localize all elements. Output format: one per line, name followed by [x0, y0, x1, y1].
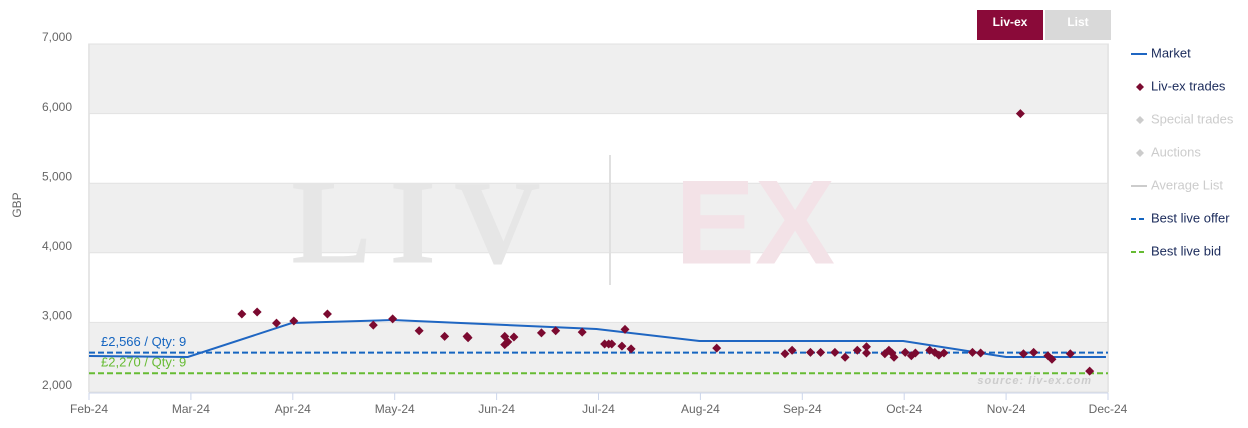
source-note: source: liv-ex.com	[977, 375, 1092, 387]
trade-point	[830, 347, 840, 357]
trade-point	[787, 345, 797, 355]
trade-point	[805, 347, 815, 357]
y-tick-label: 2,000	[42, 378, 72, 392]
x-tick-label: Sep-24	[783, 402, 822, 416]
trade-point	[322, 309, 332, 319]
grid-band	[90, 44, 1107, 114]
legend-item[interactable]: Best live offer	[1131, 210, 1230, 225]
x-tick-label: Nov-24	[987, 402, 1026, 416]
legend-item[interactable]: Best live bid	[1131, 243, 1221, 258]
legend-label: Liv-ex trades	[1151, 78, 1226, 93]
trade-point	[967, 347, 977, 357]
trade-point	[889, 352, 899, 362]
trade-point	[388, 314, 398, 324]
legend-item[interactable]: Auctions	[1136, 144, 1201, 159]
trade-point	[289, 316, 299, 326]
x-tick-label: Apr-24	[275, 402, 311, 416]
trade-point	[368, 320, 378, 330]
x-tick-label: Oct-24	[886, 402, 922, 416]
trade-point	[861, 348, 871, 358]
x-tick-label: Feb-24	[70, 402, 108, 416]
y-axis-label: GBP	[10, 192, 24, 217]
trade-point	[620, 324, 630, 334]
trade-point	[440, 331, 450, 341]
trade-point	[861, 342, 871, 352]
trade-point	[626, 344, 636, 354]
trade-point	[509, 332, 519, 342]
y-tick-label: 6,000	[42, 100, 72, 114]
y-tick-label: 5,000	[42, 169, 72, 183]
legend-item[interactable]: Liv-ex trades	[1136, 78, 1226, 93]
watermark-text: EX	[675, 156, 835, 290]
trade-point	[577, 327, 587, 337]
legend-item[interactable]: Market	[1131, 45, 1191, 60]
y-tick-label: 7,000	[42, 30, 72, 44]
trade-point	[607, 339, 617, 349]
legend-symbol	[1136, 83, 1144, 91]
x-tick-label: Dec-24	[1089, 402, 1128, 416]
button-label: Liv-ex	[993, 15, 1028, 29]
legend-symbol	[1136, 116, 1144, 124]
x-tick-label: Mar-24	[172, 402, 210, 416]
legend-label: Average List	[1151, 177, 1223, 192]
trade-point	[536, 328, 546, 338]
reference-label: £2,566 / Qty: 9	[101, 334, 186, 349]
trade-point	[910, 348, 920, 358]
legend-label: Best live bid	[1151, 243, 1221, 258]
trade-point	[551, 326, 561, 336]
trade-point	[816, 347, 826, 357]
trade-point	[976, 348, 986, 358]
button-label: List	[1067, 15, 1088, 29]
watermark: LIV EX	[291, 155, 835, 290]
legend-item[interactable]: Average List	[1131, 177, 1223, 192]
trade-point	[503, 337, 513, 347]
trade-point	[939, 348, 949, 358]
legend-symbol	[1136, 149, 1144, 157]
trade-point	[463, 333, 473, 343]
y-tick-label: 4,000	[42, 239, 72, 253]
legend-label: Special trades	[1151, 111, 1234, 126]
y-tick-label: 3,000	[42, 309, 72, 323]
button-background	[1045, 10, 1111, 40]
x-tick-label: Jul-24	[582, 402, 615, 416]
trade-point	[1065, 349, 1075, 359]
trade-point	[414, 326, 424, 336]
toggle-button[interactable]: Liv-ex	[977, 10, 1043, 40]
trade-point	[900, 347, 910, 357]
watermark-text: LIV	[291, 156, 558, 289]
x-tick-label: Jun-24	[478, 402, 515, 416]
trade-point	[1015, 109, 1025, 119]
trade-point	[1047, 354, 1057, 364]
grid-band	[90, 183, 1107, 253]
legend-item[interactable]: Special trades	[1136, 111, 1234, 126]
x-tick-label: May-24	[375, 402, 415, 416]
trade-point	[1029, 347, 1039, 357]
legend-label: Market	[1151, 45, 1191, 60]
trade-point	[1018, 349, 1028, 359]
x-tick-label: Aug-24	[681, 402, 720, 416]
trade-point	[252, 307, 262, 317]
button-background	[977, 10, 1043, 40]
trade-point	[271, 318, 281, 328]
trade-point	[712, 343, 722, 353]
trade-point	[237, 309, 247, 319]
trade-point	[780, 349, 790, 359]
trade-point	[617, 341, 627, 351]
legend-label: Auctions	[1151, 144, 1201, 159]
trade-point	[1085, 366, 1095, 376]
legend-label: Best live offer	[1151, 210, 1230, 225]
trade-point	[852, 345, 862, 355]
reference-label: £2,270 / Qty: 9	[101, 355, 186, 370]
toggle-button[interactable]: List	[1045, 10, 1111, 40]
trade-point	[840, 352, 850, 362]
grid-band	[90, 322, 1107, 392]
